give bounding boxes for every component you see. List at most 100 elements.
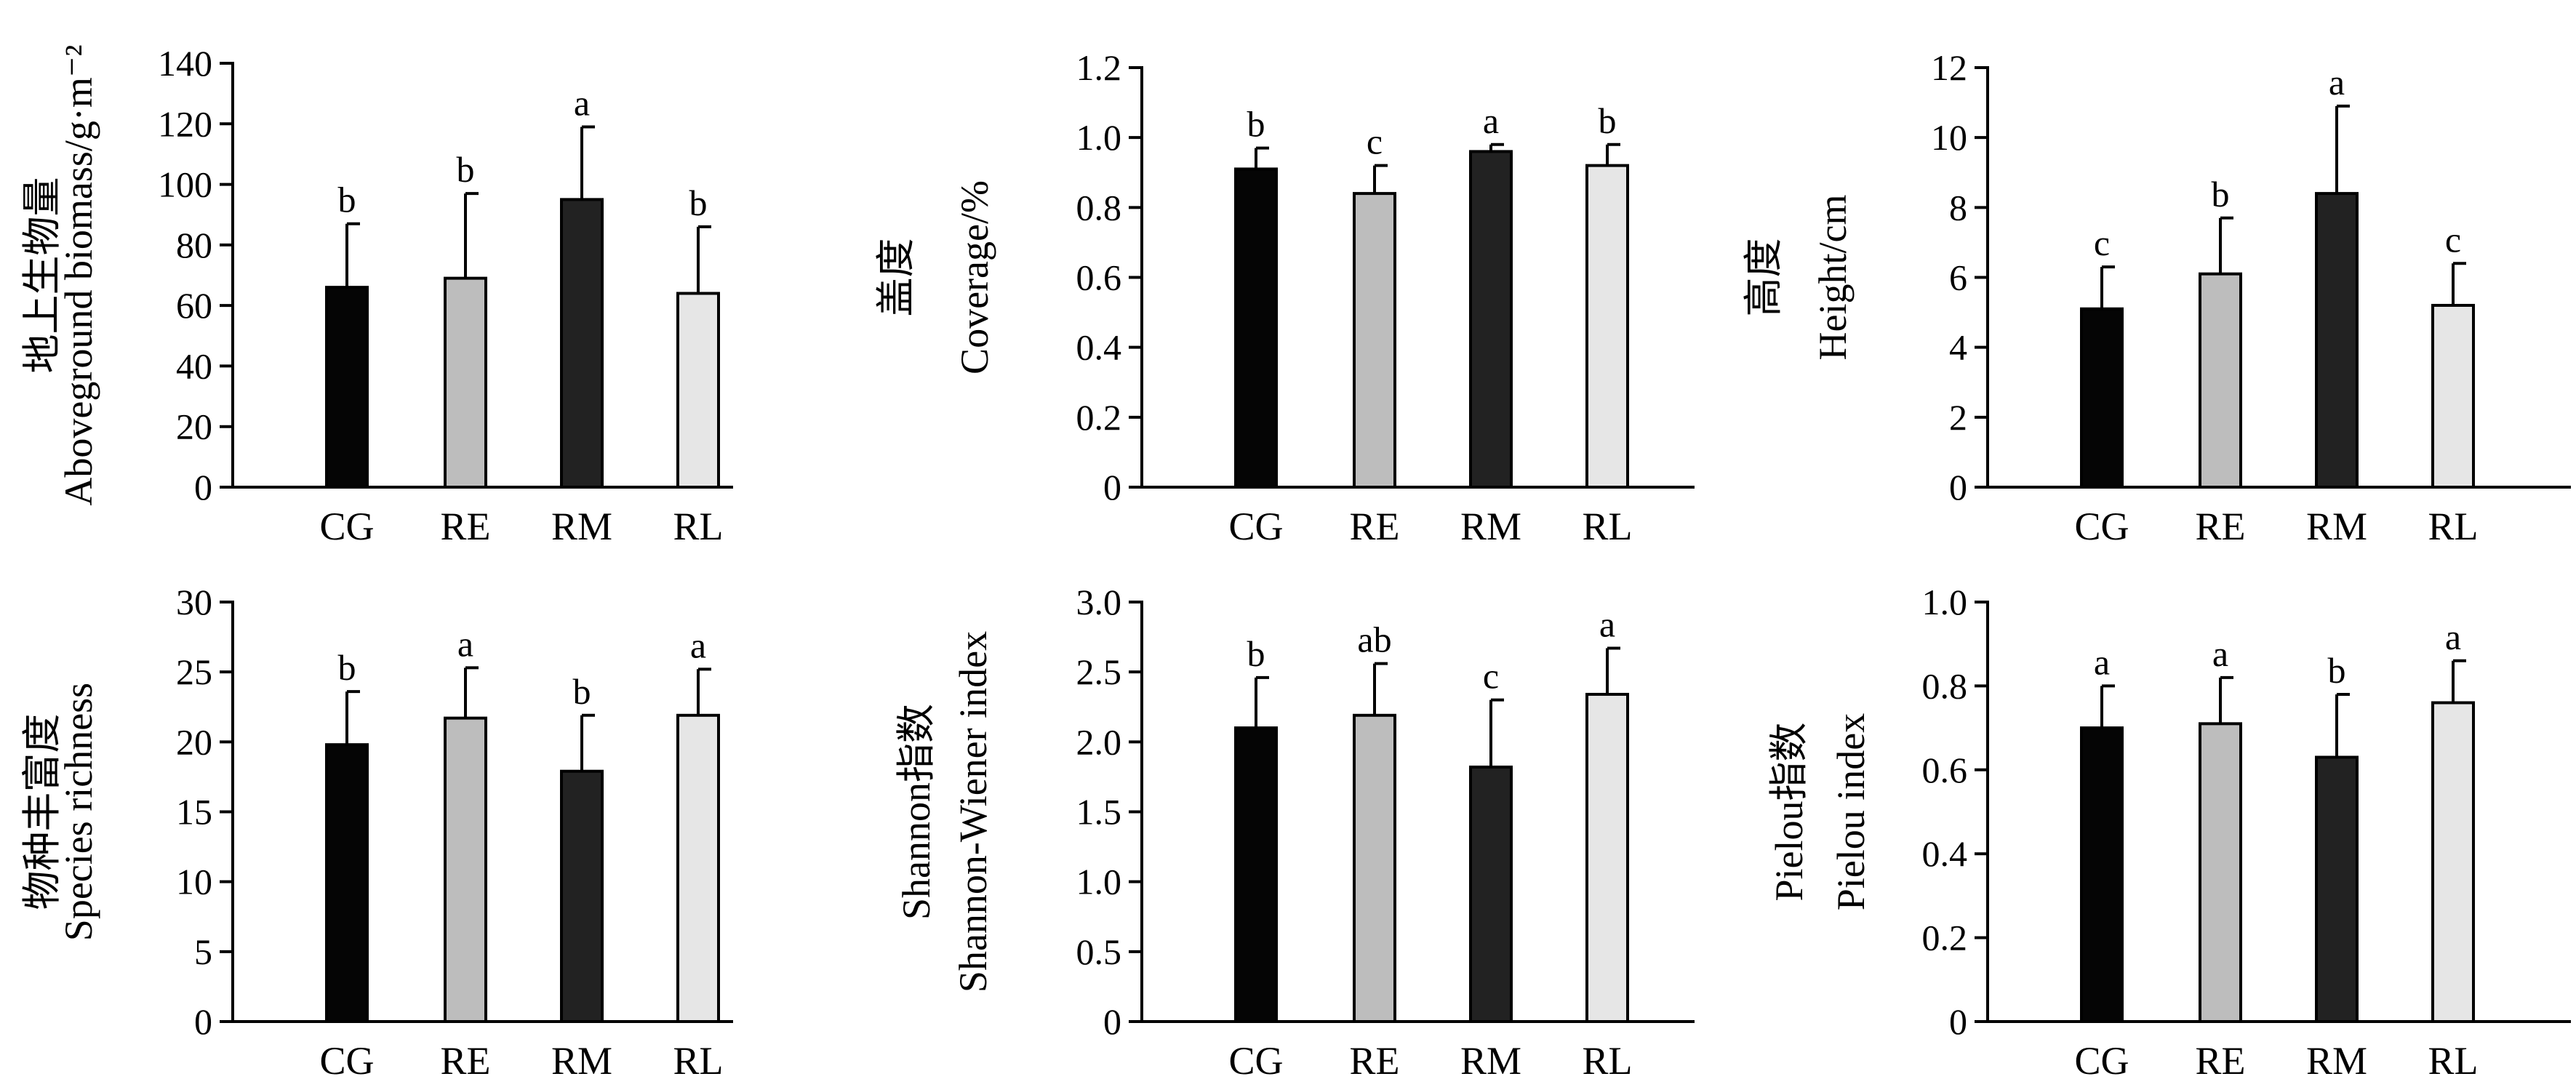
y-tick-label: 0: [1103, 1001, 1121, 1042]
significance-label: b: [1247, 633, 1265, 674]
y-tick-label: 10: [1931, 117, 1967, 158]
y-tick-label: 20: [176, 406, 212, 447]
y-tick-label: 0.4: [1922, 833, 1968, 874]
category-label: CG: [1228, 505, 1283, 548]
y-tick-label: 0.8: [1922, 665, 1968, 706]
chart-1: 0 20 40 60 80 100 120 140 b CG b RE a RM b RL 地上生物量Above…: [20, 43, 733, 548]
y-tick-label: 6: [1949, 257, 1967, 298]
y-tick-label: 1.0: [1076, 862, 1122, 902]
significance-label: b: [2212, 174, 2230, 214]
bar-RL: [2431, 303, 2475, 489]
category-label: CG: [1228, 1039, 1283, 1083]
bar-RE: [1353, 192, 1396, 489]
y-axis-label-cn: Pielou指数: [1767, 722, 1811, 901]
y-tick-label: 0: [1949, 467, 1967, 508]
bar-RL: [2431, 701, 2475, 1023]
significance-label: b: [1599, 100, 1617, 141]
bar-RM: [1469, 765, 1513, 1024]
y-tick-label: 0.5: [1076, 931, 1122, 972]
category-label: RE: [440, 505, 490, 548]
significance-label: a: [690, 625, 706, 665]
y-axis-label-cn: 盖度: [874, 238, 918, 317]
significance-label: b: [2328, 650, 2346, 691]
y-axis-label-cn: 物种丰富度: [20, 714, 64, 910]
y-tick-label: 0.8: [1076, 187, 1122, 228]
significance-label: b: [689, 182, 708, 223]
y-tick-label: 0.6: [1922, 750, 1968, 790]
bar-RE: [444, 716, 487, 1023]
y-tick-label: 0: [194, 467, 212, 508]
y-axis-label: Height/cm: [1811, 195, 1855, 361]
chart-3: 0 2 4 6 8 10 12 c CG b RE a RM c RL 高度 Height/cm: [1742, 47, 2571, 548]
bar-RM: [560, 198, 604, 489]
category-label: RL: [1582, 1039, 1632, 1083]
significance-label: b: [338, 647, 356, 688]
y-tick-label: 2: [1949, 397, 1967, 438]
category-label: RE: [1349, 1039, 1399, 1083]
bar-RE: [2199, 272, 2242, 489]
y-tick-label: 25: [176, 651, 212, 692]
category-label: RM: [551, 505, 612, 548]
y-tick-label: 0: [194, 1001, 212, 1042]
bar-RE: [1353, 713, 1396, 1023]
category-label: CG: [2074, 1039, 2129, 1083]
y-tick-label: 1.0: [1076, 117, 1122, 158]
bar-CG: [1234, 167, 1278, 489]
y-axis-label: Species richness: [57, 683, 100, 941]
y-tick-label: 30: [176, 582, 212, 622]
y-tick-label: 20: [176, 721, 212, 762]
category-label: CG: [319, 505, 374, 548]
y-axis-label: Shannon-Wiener index: [951, 631, 995, 992]
bar-RM: [2315, 755, 2359, 1023]
significance-label: c: [2445, 219, 2461, 260]
y-tick-label: 1.0: [1922, 582, 1968, 622]
y-tick-label: 15: [176, 792, 212, 833]
y-tick-label: 80: [176, 225, 212, 265]
significance-label: ab: [1357, 619, 1391, 660]
y-tick-label: 60: [176, 285, 212, 326]
significance-label: b: [338, 180, 356, 220]
y-axis-label-cn: Shannon指数: [895, 704, 938, 920]
y-tick-label: 10: [176, 862, 212, 902]
category-label: RM: [1460, 1039, 1521, 1083]
y-tick-label: 3.0: [1076, 582, 1122, 622]
category-label: RE: [440, 1039, 490, 1083]
chart-6: 0 0.2 0.4 0.6 0.8 1.0 a CG a RE b RM a RL Pielou指数 Piel…: [1767, 582, 2571, 1083]
chart-5: 0 0.5 1.0 1.5 2.0 2.5 3.0 b CG ab RE c RM a RL Shannon指…: [895, 582, 1695, 1083]
bar-CG: [325, 286, 369, 489]
bar-RL: [1585, 164, 1629, 489]
y-tick-label: 40: [176, 345, 212, 386]
significance-label: c: [2094, 222, 2110, 263]
category-label: CG: [319, 1039, 374, 1083]
y-tick-label: 8: [1949, 187, 1967, 228]
y-tick-label: 0.2: [1076, 397, 1122, 438]
bar-RL: [676, 292, 720, 489]
significance-label: c: [1483, 656, 1499, 697]
significance-label: a: [1483, 100, 1499, 141]
significance-label: a: [2094, 641, 2110, 682]
category-label: RM: [2306, 505, 2367, 548]
y-tick-label: 120: [158, 103, 212, 144]
significance-label: a: [2445, 617, 2461, 657]
chart-2: 0 0.2 0.4 0.6 0.8 1.0 1.2 b CG c RE a RM b RL 盖度 Coverag…: [874, 47, 1695, 548]
y-tick-label: 1.2: [1076, 47, 1122, 88]
y-axis-label: Pielou index: [1829, 713, 1873, 910]
significance-label: b: [573, 671, 591, 712]
bar-CG: [325, 743, 369, 1024]
significance-label: a: [457, 623, 473, 664]
bar-RL: [1585, 692, 1629, 1023]
significance-label: a: [1599, 603, 1615, 644]
y-tick-label: 4: [1949, 327, 1967, 368]
category-label: RM: [1460, 505, 1521, 548]
significance-label: b: [457, 149, 475, 190]
y-tick-label: 0.4: [1076, 327, 1122, 368]
y-axis-label: Aboveground biomass/g·m⁻²: [57, 44, 100, 505]
y-axis-label-cn: 地上生物量: [20, 177, 64, 374]
significance-label: a: [2212, 633, 2228, 674]
y-axis-label: Coverage/%: [953, 180, 996, 374]
category-label: RM: [551, 1039, 612, 1083]
category-label: RM: [2306, 1039, 2367, 1083]
y-tick-label: 0: [1949, 1001, 1967, 1042]
